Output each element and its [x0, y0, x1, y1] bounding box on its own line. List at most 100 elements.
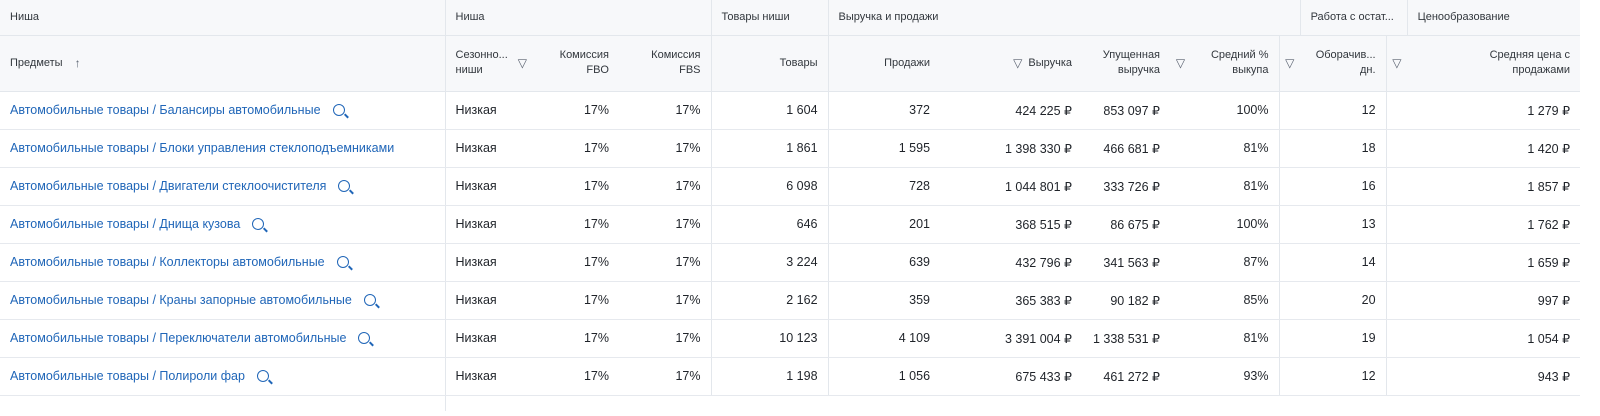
subject-cell[interactable]: Автомобильные товары / Днища кузова — [0, 205, 445, 244]
col-seasonality-label: Сезонно... ниши — [455, 49, 508, 76]
sales-cell: 201 — [827, 205, 941, 244]
col-buyout[interactable]: Средний % выкупа — [1191, 35, 1280, 92]
revenue-cell: 424 225 ₽ — [940, 91, 1083, 130]
subject-link[interactable]: Автомобильные товары / Полироли фар — [10, 369, 245, 383]
sales-cell: 4 109 — [827, 319, 941, 358]
table-row[interactable]: Автомобильные товары / Балансиры автомоб… — [0, 91, 1581, 130]
avg-price-cell: 943 ₽ — [1385, 357, 1581, 396]
commission-fbo-cell: 17% — [537, 129, 619, 168]
buyout-cell: 100% — [1170, 91, 1280, 130]
subject-cell[interactable]: Автомобильные товары / Двигатели стеклоо… — [0, 167, 445, 206]
commission-fbo-cell: 17% — [537, 281, 619, 320]
seasonality-cell: Низкая — [444, 243, 537, 282]
seasonality-cell: Низкая — [444, 319, 537, 358]
subject-link[interactable]: Автомобильные товары / Днища кузова — [10, 217, 241, 231]
stub-cell — [0, 395, 445, 411]
group-pricing: Ценообразование — [1406, 0, 1581, 36]
revenue-cell: 1 044 801 ₽ — [940, 167, 1083, 206]
turnover-cell: 18 — [1278, 129, 1387, 168]
search-icon[interactable] — [338, 180, 351, 192]
col-turnover-filter[interactable]: ▽ — [1278, 35, 1301, 92]
col-commission-fbo[interactable]: Комиссия FBO — [537, 35, 619, 92]
col-avg-price-filter[interactable]: ▽ — [1385, 35, 1408, 92]
search-icon[interactable] — [252, 218, 265, 230]
filter-icon[interactable]: ▽ — [1285, 56, 1295, 70]
search-icon[interactable] — [256, 370, 269, 382]
filter-icon[interactable]: ▽ — [517, 56, 527, 70]
col-lost-revenue[interactable]: Упущенная выручка — [1082, 35, 1171, 92]
arrow-up-icon[interactable]: ↑ — [74, 55, 81, 70]
lost-revenue-cell: 86 675 ₽ — [1082, 205, 1171, 244]
col-subject-label: Предметы — [10, 56, 63, 69]
buyout-cell: 87% — [1170, 243, 1280, 282]
table-row[interactable]: Автомобильные товары / Двигатели стеклоо… — [0, 167, 1581, 206]
col-commission-fbo-label: Комиссия FBO — [559, 49, 609, 76]
subject-link[interactable]: Автомобильные товары / Балансиры автомоб… — [10, 103, 321, 117]
search-icon[interactable] — [363, 294, 376, 306]
col-sales[interactable]: Продажи — [827, 35, 941, 92]
group-niche-left: Ниша — [0, 0, 445, 36]
avg-price-cell: 1 054 ₽ — [1385, 319, 1581, 358]
table-row[interactable]: Автомобильные товары / Коллекторы автомо… — [0, 243, 1581, 282]
subject-link[interactable]: Автомобильные товары / Краны запорные ав… — [10, 293, 352, 307]
subject-cell[interactable]: Автомобильные товары / Балансиры автомоб… — [0, 91, 445, 130]
subject-cell[interactable]: Автомобильные товары / Краны запорные ав… — [0, 281, 445, 320]
col-revenue[interactable]: ▽ Выручка — [940, 35, 1083, 92]
filter-icon[interactable]: ▽ — [1392, 56, 1402, 70]
group-niche: Ниша — [444, 0, 712, 36]
filter-icon[interactable]: ▽ — [1013, 56, 1023, 70]
col-buyout-filter[interactable]: ▽ — [1170, 35, 1192, 92]
header-group-row: Ниша Ниша Товары ниши Выручка и продажи … — [0, 0, 1581, 36]
col-commission-fbs[interactable]: Комиссия FBS — [619, 35, 712, 92]
lost-revenue-cell: 853 097 ₽ — [1082, 91, 1171, 130]
col-avg-price-label: Средняя цена с продажами — [1489, 49, 1571, 76]
commission-fbo-cell: 17% — [537, 243, 619, 282]
sales-cell: 1 595 — [827, 129, 941, 168]
table-row[interactable]: Автомобильные товары / Днища кузова Низк… — [0, 205, 1581, 244]
lost-revenue-cell: 341 563 ₽ — [1082, 243, 1171, 282]
subject-cell[interactable]: Автомобильные товары / Блоки управления … — [0, 129, 445, 168]
col-commission-fbs-label: Комиссия FBS — [651, 49, 701, 76]
commission-fbs-cell: 17% — [619, 129, 712, 168]
subject-cell[interactable]: Автомобильные товары / Полироли фар — [0, 357, 445, 396]
header-column-row: Предметы ↑ Сезонно... ниши ▽ Комиссия FB… — [0, 35, 1581, 92]
table-row[interactable]: Автомобильные товары / Блоки управления … — [0, 129, 1581, 168]
col-subject[interactable]: Предметы ↑ — [0, 35, 445, 92]
buyout-cell: 81% — [1170, 319, 1280, 358]
subject-cell[interactable]: Автомобильные товары / Коллекторы автомо… — [0, 243, 445, 282]
lost-revenue-cell: 466 681 ₽ — [1082, 129, 1171, 168]
buyout-cell: 93% — [1170, 357, 1280, 396]
sales-cell: 359 — [827, 281, 941, 320]
table-row[interactable]: Автомобильные товары / Переключатели авт… — [0, 319, 1581, 358]
subject-link[interactable]: Автомобильные товары / Коллекторы автомо… — [10, 255, 325, 269]
goods-cell: 6 098 — [710, 167, 829, 206]
col-avg-price[interactable]: Средняя цена с продажами — [1407, 35, 1581, 92]
search-icon[interactable] — [358, 332, 371, 344]
stub-cell — [444, 395, 1581, 411]
search-icon[interactable] — [332, 104, 345, 116]
subject-link[interactable]: Автомобильные товары / Блоки управления … — [10, 141, 395, 155]
avg-price-cell: 1 857 ₽ — [1385, 167, 1581, 206]
buyout-cell: 100% — [1170, 205, 1280, 244]
goods-cell: 646 — [710, 205, 829, 244]
table-row[interactable]: Автомобильные товары / Полироли фар Низк… — [0, 357, 1581, 396]
commission-fbs-cell: 17% — [619, 319, 712, 358]
avg-price-cell: 1 279 ₽ — [1385, 91, 1581, 130]
col-turnover[interactable]: Оборачив... дн. — [1300, 35, 1387, 92]
turnover-cell: 12 — [1278, 91, 1387, 130]
table-row[interactable]: Автомобильные товары / Краны запорные ав… — [0, 281, 1581, 320]
subject-link[interactable]: Автомобильные товары / Двигатели стеклоо… — [10, 179, 327, 193]
commission-fbs-cell: 17% — [619, 243, 712, 282]
goods-cell: 10 123 — [710, 319, 829, 358]
revenue-cell: 3 391 004 ₽ — [940, 319, 1083, 358]
lost-revenue-cell: 461 272 ₽ — [1082, 357, 1171, 396]
search-icon[interactable] — [336, 256, 349, 268]
col-seasonality[interactable]: Сезонно... ниши ▽ — [444, 35, 537, 92]
goods-cell: 1 861 — [710, 129, 829, 168]
col-goods[interactable]: Товары — [710, 35, 829, 92]
filter-icon[interactable]: ▽ — [1175, 56, 1186, 70]
turnover-cell: 12 — [1278, 357, 1387, 396]
subject-link[interactable]: Автомобильные товары / Переключатели авт… — [10, 331, 347, 345]
buyout-cell: 81% — [1170, 129, 1280, 168]
subject-cell[interactable]: Автомобильные товары / Переключатели авт… — [0, 319, 445, 358]
